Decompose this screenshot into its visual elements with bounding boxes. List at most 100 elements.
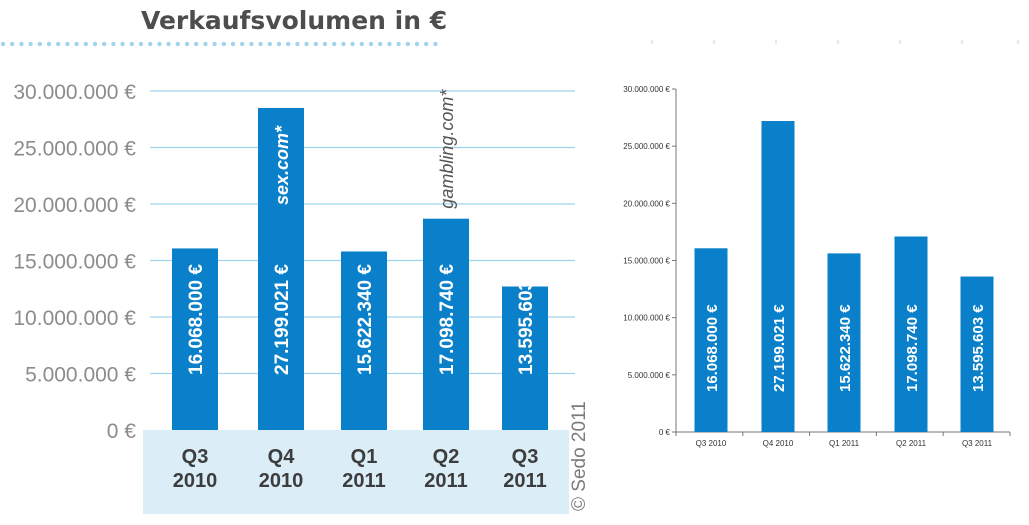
y-tick-label: 20.000.000 € <box>623 199 670 208</box>
divider-dot <box>10 41 15 47</box>
divider-dot <box>304 41 309 47</box>
x-tick-label: 2011 <box>342 470 385 492</box>
x-tick-label: Q4 <box>268 446 296 468</box>
y-tick-label: 5.000.000 € <box>25 364 136 387</box>
bar-value-label: 16.068.000 € <box>186 264 207 375</box>
y-tick-label: 0 € <box>107 420 137 443</box>
x-tick-label: Q1 2011 <box>829 439 860 448</box>
x-tick-label: 2011 <box>424 470 467 492</box>
bar-value-label: 27.199.021 € <box>272 264 293 375</box>
y-tick-label: 15.000.000 € <box>623 257 670 266</box>
divider-dot <box>157 41 162 47</box>
bar <box>502 286 548 430</box>
divider-dot <box>424 41 429 47</box>
x-tick-label: Q3 2010 <box>696 439 727 448</box>
chart-title: Verkaufsvolumen in € <box>141 6 448 35</box>
bar-value-label: 16.068.000 € <box>704 304 721 392</box>
divider-dot <box>19 41 24 47</box>
divider-dot <box>267 41 272 47</box>
divider-dot <box>396 41 401 47</box>
bar-value-label: 15.622.340 € <box>837 304 854 392</box>
bar-value-label: 17.098.740 € <box>437 264 458 375</box>
x-tick-label: Q2 <box>433 446 460 468</box>
y-tick-label: 30.000.000 € <box>13 81 136 104</box>
y-tick-label: 20.000.000 € <box>13 194 136 217</box>
bar <box>761 121 795 432</box>
bar <box>341 251 387 430</box>
divider-dot <box>414 41 420 47</box>
x-tick-label: Q4 2010 <box>763 439 794 448</box>
divider-dot <box>194 41 199 47</box>
bar <box>423 218 469 430</box>
divider-dot <box>120 41 125 47</box>
divider-dot <box>138 41 144 47</box>
y-tick-label: 25.000.000 € <box>623 142 670 151</box>
x-tick-label: Q1 <box>351 446 378 468</box>
divider-dot <box>0 41 6 47</box>
divider-dot <box>175 41 180 47</box>
bar <box>894 236 928 432</box>
bar <box>172 248 218 430</box>
divider-dot <box>37 41 42 47</box>
divider-dot <box>286 41 291 47</box>
bar-value-label: 17.098.740 € <box>904 304 921 392</box>
divider-dot <box>56 41 61 47</box>
divider-dot <box>212 41 217 47</box>
x-tick-label: 2010 <box>259 470 304 492</box>
divider-dot <box>83 41 89 47</box>
divider-dot <box>65 41 70 47</box>
y-tick-label: 0 € <box>659 428 671 437</box>
divider-dot <box>368 41 374 47</box>
divider-dot <box>387 41 392 47</box>
x-axis-band <box>143 430 569 514</box>
bar <box>258 107 304 430</box>
bar-value-label: 13.595.603 € <box>516 264 537 375</box>
divider-dot <box>111 41 116 47</box>
divider-dot <box>359 41 364 47</box>
y-tick-label: 30.000.000 € <box>623 85 670 94</box>
divider-dot <box>332 41 337 47</box>
divider-dot <box>378 41 383 47</box>
bar <box>827 253 861 432</box>
divider-dot <box>28 41 33 47</box>
divider-dot <box>295 41 300 47</box>
x-tick-label: Q2 2011 <box>896 439 927 448</box>
bar-value-label: 13.595.603 € <box>970 304 987 392</box>
x-tick-label: 2011 <box>503 470 546 492</box>
bar <box>960 276 994 432</box>
divider-dot <box>203 41 208 47</box>
divider-dot <box>46 41 52 47</box>
bar <box>694 248 728 432</box>
divider-dot <box>148 41 153 47</box>
divider-dot <box>341 41 346 47</box>
bar-value-label: 27.199.021 € <box>771 304 788 392</box>
divider-dot <box>230 41 236 47</box>
divider-dot <box>74 41 79 47</box>
divider-dot <box>276 41 282 47</box>
y-tick-label: 25.000.000 € <box>13 138 136 161</box>
divider-dot <box>92 41 98 47</box>
x-tick-label: Q3 <box>182 446 209 468</box>
x-tick-label: 2010 <box>173 470 218 492</box>
bar-value-label: 15.622.340 € <box>355 264 376 375</box>
dotted-divider <box>0 41 438 47</box>
divider-dot <box>166 41 171 47</box>
divider-dot <box>405 41 410 47</box>
bar-annotation: gambling.com* <box>437 89 457 209</box>
divider-dot <box>102 41 107 47</box>
y-tick-label: 10.000.000 € <box>623 314 670 323</box>
left-bar-chart: 0 € 5.000.000 € 10.000.000 € 15.000.000 € 20… <box>13 81 575 514</box>
right-top-tick-marks <box>651 40 1019 44</box>
divider-dot <box>322 41 328 47</box>
divider-dot <box>129 41 134 47</box>
x-tick-label: Q3 <box>512 446 539 468</box>
divider-dot <box>221 41 226 47</box>
x-tick-label: Q3 2011 <box>962 439 993 448</box>
divider-dot <box>433 41 438 47</box>
divider-dot <box>184 41 190 47</box>
divider-dot <box>313 41 318 47</box>
bar-annotation: sex.com* <box>272 125 292 205</box>
divider-dot <box>240 41 245 47</box>
divider-dot <box>258 41 263 47</box>
